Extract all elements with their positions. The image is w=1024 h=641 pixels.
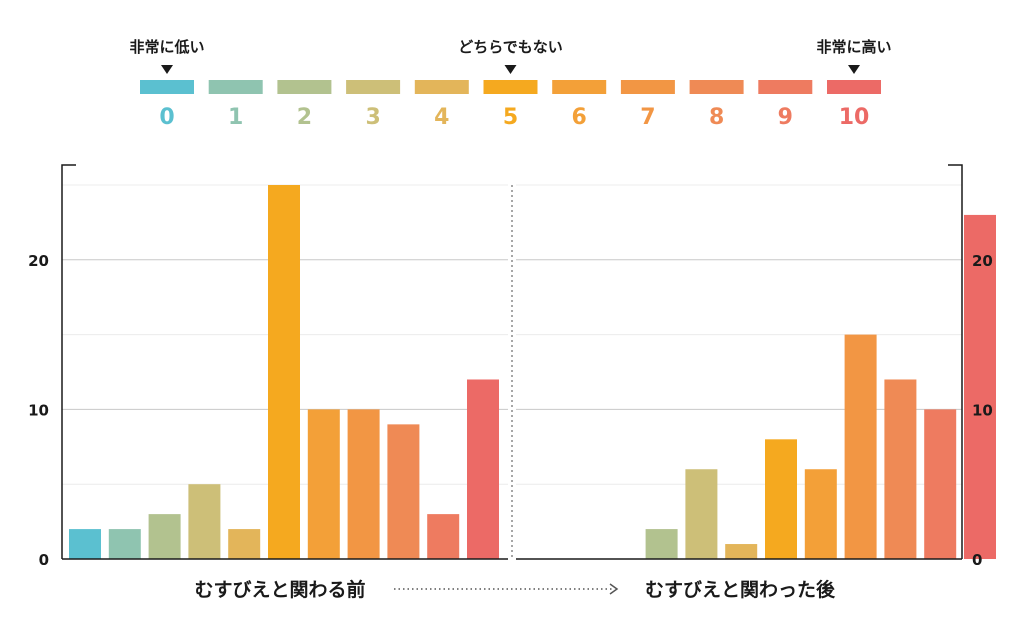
caption: むすびえと関わる前 むすびえと関わった後 <box>194 578 836 601</box>
scale-number-9: 9 <box>778 105 793 130</box>
scale-swatch-1 <box>208 80 263 94</box>
y-tick-label-right: 20 <box>972 252 993 270</box>
bar-after-8 <box>884 379 917 559</box>
bar-before-10 <box>467 379 499 559</box>
caption-after: むすびえと関わった後 <box>645 578 836 601</box>
y-tick-label-left: 10 <box>28 401 49 419</box>
scale-swatch-6 <box>552 80 607 94</box>
scale-swatch-3 <box>346 80 401 94</box>
scale-marker-label: 非常に低い <box>129 38 204 56</box>
y-tick-label-left: 20 <box>28 252 49 270</box>
bars-after <box>645 214 996 560</box>
caption-before: むすびえと関わる前 <box>194 578 365 601</box>
scale-number-6: 6 <box>572 105 587 130</box>
scale-marker-label: どちらでもない <box>458 38 563 56</box>
gridlines <box>62 184 962 485</box>
scale-marker-label: 非常に高い <box>816 38 891 56</box>
bar-before-5 <box>268 185 300 559</box>
bar-after-7 <box>844 334 877 559</box>
y-tick-label-left: 0 <box>39 551 49 569</box>
scale-number-7: 7 <box>640 105 655 130</box>
bar-before-2 <box>148 514 181 559</box>
scale-swatch-2 <box>277 80 332 94</box>
bar-before-7 <box>347 409 380 559</box>
axes: 0 0 10 10 20 20 <box>28 164 993 569</box>
scale-number-5: 5 <box>503 105 518 130</box>
bar-after-4 <box>725 544 758 559</box>
y-tick-label-right: 10 <box>972 401 993 419</box>
scale-swatch-10 <box>827 80 881 94</box>
bar-before-0 <box>69 529 101 559</box>
scale-number-0: 0 <box>159 105 174 130</box>
bars-before <box>69 185 499 559</box>
bar-before-9 <box>427 514 460 559</box>
scale-swatch-7 <box>620 80 675 94</box>
color-scale-legend: 0 1 2 3 4 5 6 7 8 9 10 非常に低い どちらでもない 非常に高い <box>129 38 891 130</box>
bar-after-5 <box>765 439 797 559</box>
bar-after-9 <box>924 409 957 559</box>
y-axis-left <box>61 164 76 559</box>
scale-swatch-9 <box>758 80 813 94</box>
bar-after-6 <box>804 469 837 559</box>
scale-number-2: 2 <box>297 105 312 130</box>
bar-after-10 <box>964 214 996 560</box>
scale-number-10: 10 <box>839 105 870 130</box>
scale-marker-triangle-icon <box>504 65 517 74</box>
bar-before-1 <box>108 529 141 559</box>
bar-before-4 <box>228 529 261 559</box>
scale-swatch-4 <box>414 80 469 94</box>
bar-before-8 <box>387 424 420 559</box>
scale-number-3: 3 <box>365 105 380 130</box>
bar-after-2 <box>645 529 678 559</box>
scale-number-8: 8 <box>709 105 724 130</box>
bar-after-3 <box>685 469 718 559</box>
scale-marker-triangle-icon <box>848 65 860 74</box>
scale-number-1: 1 <box>228 105 243 130</box>
caption-arrow-head <box>609 583 619 595</box>
scale-swatch-8 <box>689 80 744 94</box>
scale-swatch-5 <box>483 80 538 94</box>
scale-swatch-0 <box>140 80 194 94</box>
y-axis-right <box>948 164 963 559</box>
bar-before-3 <box>188 484 221 559</box>
scale-number-4: 4 <box>434 105 449 130</box>
scale-marker-triangle-icon <box>161 65 173 74</box>
y-tick-label-right: 0 <box>972 551 982 569</box>
bar-before-6 <box>307 409 340 559</box>
